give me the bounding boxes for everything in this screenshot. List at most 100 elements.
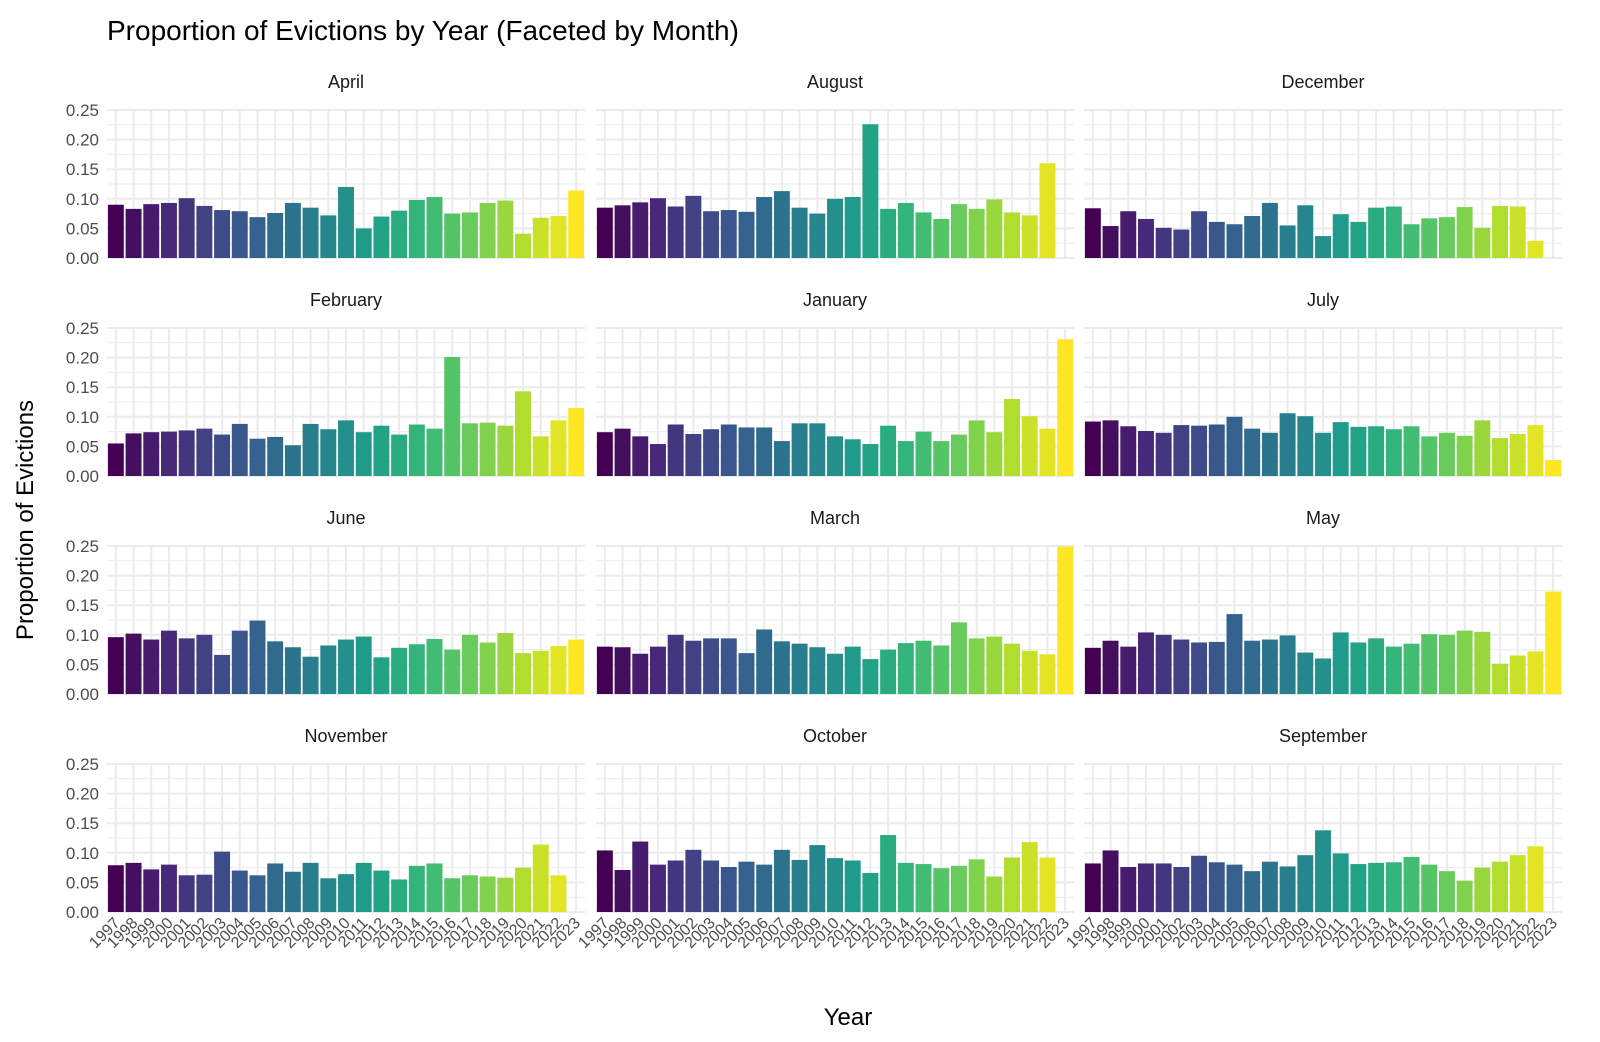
bar-2018 [1456, 207, 1473, 258]
bar-2021 [1021, 650, 1038, 694]
bar-1998 [1102, 640, 1119, 694]
bar-1998 [614, 205, 631, 258]
bar-2005 [738, 211, 755, 258]
bar-2004 [720, 638, 737, 694]
bar-2003 [1191, 425, 1208, 476]
bar-1997 [107, 637, 124, 694]
bar-2007 [284, 871, 301, 912]
bar-2012 [1350, 642, 1367, 694]
bar-2002 [1173, 867, 1190, 912]
facet-february: February 0.00 0.05 0.10 0.15 0.20 0.25 [66, 290, 585, 486]
bar-1997 [1084, 647, 1101, 694]
bar-2014 [408, 865, 425, 912]
bar-2000 [1137, 632, 1154, 694]
bar-1999 [632, 436, 649, 476]
bar-2021 [1021, 842, 1038, 912]
bar-2016 [1421, 436, 1438, 476]
bar-2014 [408, 424, 425, 476]
bar-2009 [809, 647, 826, 694]
y-tick-label: 0.15 [66, 814, 99, 833]
y-tick-label: 0.10 [66, 190, 99, 209]
bar-2008 [791, 859, 808, 912]
bar-2020 [1004, 399, 1021, 476]
bar-2006 [756, 197, 773, 258]
bar-2015 [426, 428, 443, 476]
bar-2013 [1368, 207, 1385, 258]
bar-1998 [614, 869, 631, 912]
bar-2018 [479, 876, 496, 912]
bar-2011 [355, 228, 372, 258]
bar-1997 [596, 432, 613, 476]
bar-2001 [667, 860, 684, 912]
bar-2017 [1438, 432, 1455, 476]
bar-2000 [1137, 863, 1154, 912]
bar-2002 [685, 849, 702, 912]
bar-2014 [408, 199, 425, 258]
bar-2016 [933, 868, 950, 912]
bar-2022 [1527, 651, 1544, 694]
facet-label: February [310, 290, 382, 310]
bar-2003 [703, 638, 720, 694]
bar-2023 [1057, 339, 1074, 476]
bar-2019 [1474, 227, 1491, 258]
bar-2001 [1155, 634, 1172, 694]
y-tick-label: 0.05 [66, 219, 99, 238]
bar-2014 [897, 862, 914, 912]
bar-1997 [1084, 208, 1101, 258]
bar-2019 [986, 876, 1003, 912]
bar-2019 [986, 636, 1003, 694]
bar-2009 [809, 423, 826, 476]
bar-1999 [632, 653, 649, 694]
bar-2013 [880, 208, 897, 258]
y-tick-label: 0.25 [66, 101, 99, 120]
bar-2022 [1039, 163, 1056, 258]
facet-label: September [1279, 726, 1367, 746]
bar-2022 [1527, 240, 1544, 258]
bar-2000 [160, 630, 177, 694]
bar-2010 [827, 858, 843, 912]
bar-2022 [1039, 428, 1056, 476]
bar-2003 [703, 860, 720, 912]
bar-2000 [160, 864, 177, 912]
bar-2006 [267, 641, 284, 694]
bar-2013 [1368, 638, 1385, 694]
bar-2011 [844, 439, 861, 476]
bar-2018 [1456, 630, 1473, 694]
bar-2003 [214, 654, 231, 694]
bar-1998 [1102, 850, 1119, 912]
bar-1997 [596, 646, 613, 694]
bar-1998 [125, 633, 142, 694]
bar-2007 [1261, 432, 1278, 476]
bar-2016 [933, 441, 950, 476]
bar-1999 [143, 639, 160, 694]
bar-2008 [1279, 413, 1296, 476]
bar-1997 [107, 443, 124, 476]
bar-2010 [338, 420, 354, 476]
bar-2019 [497, 633, 514, 694]
bar-2002 [196, 634, 213, 694]
bar-2018 [968, 420, 985, 476]
bar-2005 [738, 427, 755, 476]
bar-2017 [461, 212, 478, 258]
bar-2019 [986, 199, 1003, 258]
bar-2015 [1403, 224, 1420, 258]
facet-label: June [326, 508, 365, 528]
bar-1997 [596, 850, 613, 912]
bar-2019 [1474, 867, 1491, 912]
bar-2018 [479, 422, 496, 476]
bar-2000 [1137, 218, 1154, 258]
bar-2014 [897, 202, 914, 258]
bar-2005 [738, 861, 755, 912]
bar-2015 [915, 864, 932, 912]
bar-2023 [568, 407, 585, 476]
bar-2006 [756, 427, 773, 476]
bar-2010 [827, 436, 843, 476]
bar-2017 [950, 865, 967, 912]
bar-2006 [267, 436, 284, 476]
facet-label: December [1281, 72, 1364, 92]
bar-2000 [160, 431, 177, 476]
bar-2013 [880, 649, 897, 694]
bar-2005 [738, 653, 755, 694]
bar-2012 [1350, 221, 1367, 258]
